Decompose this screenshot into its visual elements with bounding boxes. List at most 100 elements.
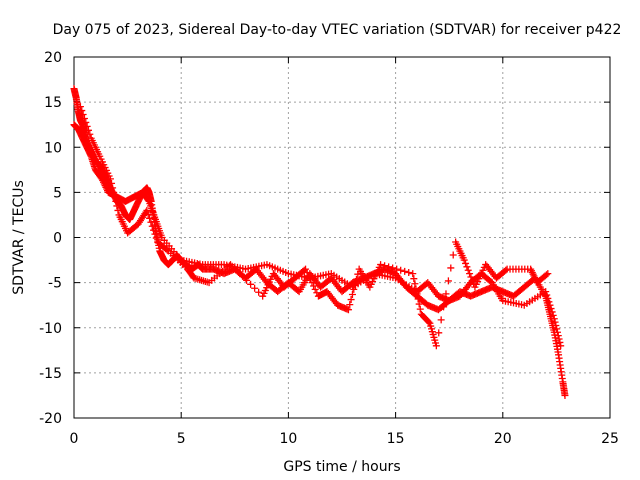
data-point bbox=[377, 261, 385, 269]
x-axis-label: GPS time / hours bbox=[283, 459, 400, 475]
data-point bbox=[251, 284, 259, 292]
y-tick-label: -10 bbox=[39, 321, 62, 337]
y-tick-label: 5 bbox=[53, 185, 62, 201]
x-tick-label: 10 bbox=[279, 431, 297, 447]
data-point bbox=[108, 179, 116, 187]
data-point bbox=[552, 321, 560, 329]
data-point bbox=[231, 265, 239, 273]
y-tick-label: -15 bbox=[39, 366, 62, 382]
data-point bbox=[346, 301, 354, 309]
data-point bbox=[381, 262, 389, 270]
data-point bbox=[555, 335, 563, 343]
data-point bbox=[561, 391, 569, 399]
y-axis-label: SDTVAR / TECUs bbox=[11, 180, 27, 295]
data-point bbox=[86, 130, 94, 138]
data-point bbox=[413, 290, 421, 298]
data-point bbox=[308, 279, 316, 287]
data-point bbox=[556, 338, 564, 346]
data-point bbox=[109, 184, 117, 192]
data-point bbox=[397, 266, 405, 274]
y-tick-label: 0 bbox=[53, 231, 62, 247]
data-point bbox=[412, 285, 420, 293]
data-point bbox=[112, 197, 120, 205]
y-tick-label: -20 bbox=[39, 411, 62, 427]
data-point bbox=[414, 295, 422, 303]
data-point bbox=[84, 126, 92, 134]
data-point bbox=[466, 270, 474, 278]
data-point bbox=[146, 214, 154, 222]
data-point bbox=[460, 256, 468, 264]
data-point bbox=[409, 270, 417, 278]
x-tick-label: 20 bbox=[494, 431, 512, 447]
data-point bbox=[393, 265, 401, 273]
data-point bbox=[462, 259, 470, 267]
data-point bbox=[467, 273, 475, 281]
data-point bbox=[76, 103, 84, 111]
data-point bbox=[546, 301, 554, 309]
data-point bbox=[163, 246, 171, 254]
data-point bbox=[310, 282, 318, 290]
grid-lines bbox=[74, 57, 610, 418]
x-tick-label: 0 bbox=[70, 431, 79, 447]
data-point bbox=[302, 265, 310, 273]
data-point bbox=[235, 268, 243, 276]
data-point bbox=[305, 272, 313, 280]
y-tick-label: 15 bbox=[44, 95, 62, 111]
data-point bbox=[464, 266, 472, 274]
data-point bbox=[150, 226, 158, 234]
data-point bbox=[549, 311, 557, 319]
data-point bbox=[348, 290, 356, 298]
x-tick-label: 5 bbox=[177, 431, 186, 447]
y-tick-label: 10 bbox=[44, 140, 62, 156]
data-point bbox=[557, 342, 565, 350]
data-point bbox=[410, 275, 418, 283]
data-point bbox=[415, 300, 423, 308]
y-tick-label: 20 bbox=[44, 50, 62, 66]
data-point bbox=[311, 285, 319, 293]
data-point bbox=[144, 196, 152, 204]
data-point bbox=[255, 288, 263, 296]
data-point bbox=[554, 332, 562, 340]
data-point bbox=[306, 275, 314, 283]
data-point bbox=[447, 264, 455, 272]
data-point bbox=[551, 318, 559, 326]
data-point bbox=[243, 276, 251, 284]
data-point bbox=[553, 325, 561, 333]
data-point bbox=[405, 268, 413, 276]
data-point bbox=[351, 280, 359, 288]
data-point bbox=[82, 118, 90, 126]
data-point bbox=[449, 251, 457, 259]
data-point bbox=[440, 303, 448, 311]
data-points bbox=[70, 85, 569, 399]
data-point bbox=[80, 114, 88, 122]
data-point bbox=[78, 107, 86, 115]
data-point bbox=[350, 285, 358, 293]
data-point bbox=[416, 305, 424, 313]
data-point bbox=[543, 291, 551, 299]
data-point bbox=[444, 277, 452, 285]
data-point bbox=[83, 122, 91, 130]
data-point bbox=[553, 328, 561, 336]
data-point bbox=[303, 268, 311, 276]
data-point bbox=[550, 315, 558, 323]
data-point bbox=[542, 288, 550, 296]
data-point bbox=[113, 202, 121, 210]
data-point bbox=[152, 234, 160, 242]
data-point bbox=[548, 308, 556, 316]
data-point bbox=[352, 275, 360, 283]
data-point bbox=[247, 280, 255, 288]
data-point bbox=[227, 261, 235, 269]
data-point bbox=[502, 266, 510, 274]
data-point bbox=[148, 222, 156, 230]
data-point bbox=[547, 305, 555, 313]
data-point bbox=[110, 188, 118, 196]
data-point bbox=[544, 294, 552, 302]
data-point bbox=[544, 270, 552, 278]
data-point bbox=[432, 342, 440, 350]
data-point bbox=[151, 230, 159, 238]
data-point bbox=[239, 272, 247, 280]
data-point bbox=[114, 206, 122, 214]
data-point bbox=[347, 296, 355, 304]
data-point bbox=[468, 276, 476, 284]
